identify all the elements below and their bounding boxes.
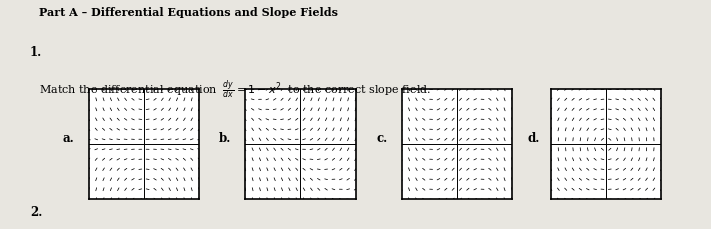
Text: Match the differential equation  $\frac{dy}{dx}=1-x^2$  to the correct slope fie: Match the differential equation $\frac{d… [39,78,432,101]
Text: 1.: 1. [30,46,42,59]
Text: a.: a. [63,132,75,145]
Text: d.: d. [528,132,540,145]
Text: 2.: 2. [30,206,42,219]
Text: c.: c. [376,132,387,145]
Text: b.: b. [219,132,231,145]
Text: Part A – Differential Equations and Slope Fields: Part A – Differential Equations and Slop… [39,7,338,18]
